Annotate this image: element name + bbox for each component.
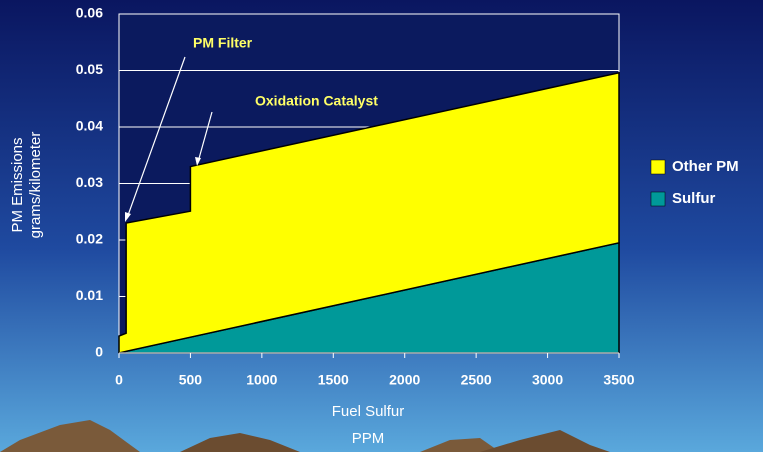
y-tick-label: 0.02 [76,231,103,247]
x-tick-label: 500 [179,372,203,388]
annotation: PM Filter [193,35,253,51]
x-tick-label: 2500 [461,372,492,388]
y-tick-label: 0.05 [76,61,103,77]
y-axis-title: grams/kilometer [27,132,44,239]
legend-label: Sulfur [672,190,715,207]
area [118,71,620,354]
y-tick-label: 0 [95,344,103,360]
x-tick-label: 1500 [318,372,349,388]
annotation-arrow [197,111,213,163]
y-tick-label: 0.06 [76,5,103,21]
x-tick-label: 2000 [389,372,420,388]
x-tick-label: 0 [115,372,123,388]
x-axis-title: Fuel Sulfur [332,403,405,420]
x-tick-label: 3000 [532,372,563,388]
x-tick-label: 1000 [246,372,277,388]
annotation-arrowhead [195,157,201,166]
y-tick-label: 0.04 [76,118,103,134]
annotation-arrow [126,56,186,219]
legend-label: Other PM [672,158,739,175]
x-tick-label: 3500 [603,372,634,388]
annotation-arrowhead [125,212,131,222]
y-axis-title: PM Emissions [9,137,26,232]
legend-swatch [650,191,666,207]
y-tick-label: 0.01 [76,287,103,303]
x-axis-title: PPM [352,430,385,447]
annotation: Oxidation Catalyst [255,93,378,109]
legend-swatch [650,159,666,175]
mountains [0,420,610,452]
y-tick-label: 0.03 [76,174,103,190]
